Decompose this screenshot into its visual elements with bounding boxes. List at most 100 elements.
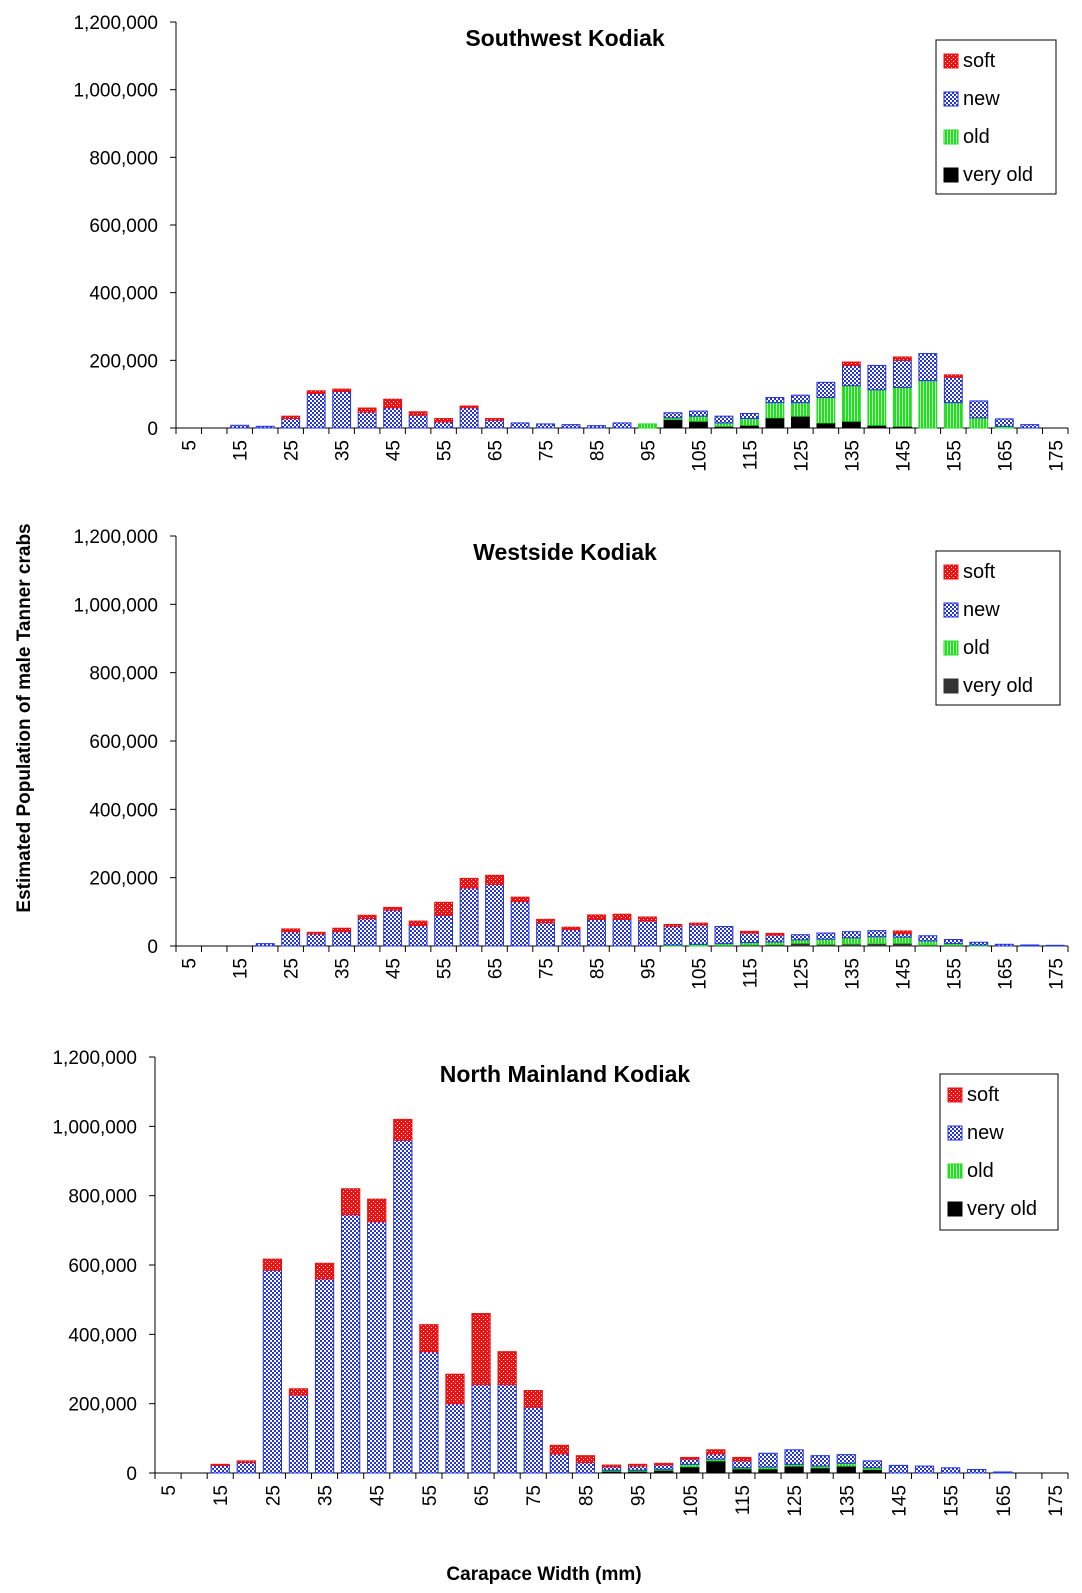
bar-new: [654, 1464, 674, 1470]
bar-old: [892, 936, 912, 944]
x-tick-label: 55: [420, 1485, 441, 1506]
legend-swatch-old: [943, 129, 959, 145]
legend-label: soft: [967, 1084, 1000, 1106]
y-tick-label: 1,000,000: [52, 1117, 137, 1138]
bar-new: [740, 932, 759, 944]
bar-new: [810, 1455, 830, 1467]
bar-new: [236, 1462, 256, 1474]
x-tick-label: 95: [638, 440, 659, 461]
bar-new: [638, 920, 657, 947]
bar-new: [408, 925, 428, 947]
bar-very-old: [689, 420, 708, 429]
bar-new: [867, 364, 887, 391]
bar-new: [587, 425, 606, 429]
bar-soft: [434, 418, 454, 423]
bar-new: [892, 933, 912, 938]
bar-soft: [393, 1118, 413, 1141]
bar-soft: [408, 411, 428, 416]
x-tick-label: 85: [588, 958, 609, 979]
bar-soft: [262, 1258, 283, 1271]
bar-new: [601, 1466, 622, 1471]
bar-new: [689, 924, 708, 945]
x-tick-label: 45: [368, 1485, 389, 1506]
bar-soft: [314, 1262, 335, 1280]
chart-panel: 0 200,000 400,000 600,000 800,000 1,000,000 1,…: [52, 1048, 1069, 1517]
chart-title: Westside Kodiak: [473, 539, 657, 565]
x-tick-label: 45: [384, 440, 405, 461]
bar-soft: [288, 1388, 309, 1396]
bar-soft: [306, 931, 326, 935]
bar-soft: [419, 1324, 439, 1353]
bar-very-old: [732, 1468, 752, 1474]
bar-new: [993, 1471, 1013, 1474]
x-tick-label: 85: [588, 440, 609, 461]
x-tick-label: 105: [681, 1485, 702, 1517]
bar-soft: [575, 1455, 596, 1464]
bar-new: [255, 943, 275, 947]
bar-soft: [485, 874, 504, 886]
figure-y-axis-label: Estimated Population of male Tanner crab…: [14, 523, 35, 912]
x-tick-label: 135: [842, 958, 863, 990]
bar-soft: [459, 877, 479, 889]
x-tick-label: 105: [689, 440, 710, 472]
bar-new: [816, 932, 836, 940]
bar-soft: [332, 927, 352, 933]
x-tick-label: 45: [384, 958, 405, 979]
legend-label: soft: [963, 561, 996, 583]
bar-new: [383, 407, 403, 429]
x-tick-label: 75: [524, 1485, 545, 1506]
bar-soft: [892, 356, 912, 361]
bar-new: [612, 918, 632, 947]
y-tick-label: 0: [147, 419, 158, 440]
bar-old: [816, 397, 836, 424]
bar-new: [914, 1465, 935, 1474]
bar-soft: [332, 388, 352, 392]
bar-new: [485, 419, 504, 429]
legend-label: soft: [963, 50, 996, 72]
bar-new: [790, 934, 810, 941]
x-tick-label: 135: [842, 440, 863, 472]
bar-new: [862, 1460, 882, 1469]
x-tick-label: 25: [282, 440, 303, 461]
bar-soft: [841, 361, 861, 366]
x-tick-label: 165: [995, 958, 1016, 990]
chart-panel: 0 200,000 400,000 600,000 800,000 1,000,000 1,…: [73, 13, 1069, 472]
bar-soft: [434, 901, 454, 916]
bar-new: [967, 1469, 987, 1474]
legend-swatch-new: [943, 602, 959, 618]
bar-new: [393, 1139, 413, 1474]
x-tick-label: 5: [180, 958, 201, 969]
bar-new: [459, 887, 479, 947]
bar-new: [332, 931, 352, 947]
bar-new: [888, 1464, 909, 1474]
bar-new: [627, 1465, 648, 1471]
bar-new: [549, 1453, 569, 1474]
bar-soft: [367, 1198, 387, 1223]
x-tick-label: 25: [263, 1485, 284, 1506]
bar-new: [587, 918, 606, 947]
bar-new: [445, 1403, 465, 1474]
bar-new: [994, 943, 1014, 947]
bar-old: [969, 417, 989, 429]
legend-swatch-new: [947, 1125, 963, 1141]
bar-new: [994, 418, 1014, 427]
bar-soft: [510, 896, 530, 903]
bar-very-old: [790, 415, 810, 429]
bar-soft: [497, 1351, 517, 1386]
bar-new: [230, 424, 250, 429]
bar-old: [740, 418, 759, 426]
x-tick-label: 55: [435, 958, 456, 979]
bar-new: [663, 412, 683, 419]
bar-soft: [383, 398, 403, 409]
y-tick-label: 1,200,000: [73, 527, 158, 548]
bar-old: [841, 385, 861, 422]
bar-soft: [561, 926, 581, 931]
x-tick-label: 35: [333, 958, 354, 979]
bar-soft: [459, 405, 479, 409]
bar-new: [281, 418, 301, 429]
x-tick-label: 65: [486, 440, 507, 461]
bar-very-old: [810, 1467, 830, 1474]
bar-new: [740, 412, 759, 420]
bar-new: [1020, 944, 1040, 947]
